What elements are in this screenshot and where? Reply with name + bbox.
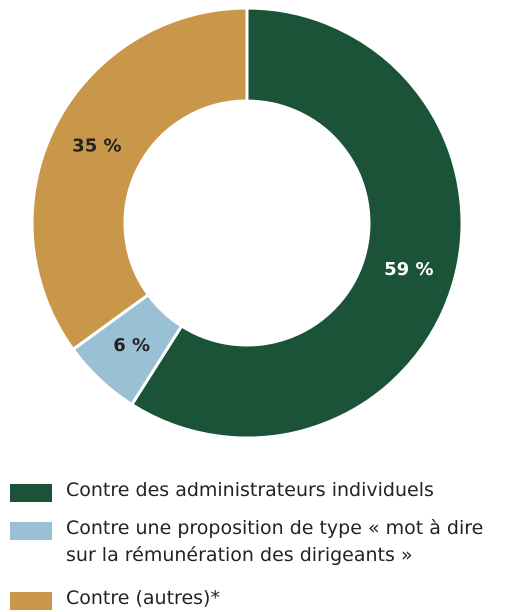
legend-label: Contre une proposition de type « mot à d… (66, 517, 484, 566)
legend-item: Contre une proposition de type « mot à d… (10, 515, 496, 569)
pie-slice (30, 6, 249, 352)
legend-swatch (10, 484, 52, 502)
data-label: 59 % (384, 259, 433, 280)
legend-item: Contre des administrateurs individuels (10, 477, 496, 504)
legend-label: Contre (autres)* (66, 587, 220, 609)
data-label: 6 % (113, 335, 150, 356)
pie-slice (129, 6, 464, 440)
chart: 59 % 6 % 35 % (30, 6, 464, 440)
legend-item: Contre (autres)* (10, 585, 496, 612)
legend-swatch (10, 522, 52, 540)
data-label: 35 % (72, 136, 121, 157)
legend-label: Contre des administrateurs individuels (66, 479, 434, 501)
legend-swatch (10, 592, 52, 610)
